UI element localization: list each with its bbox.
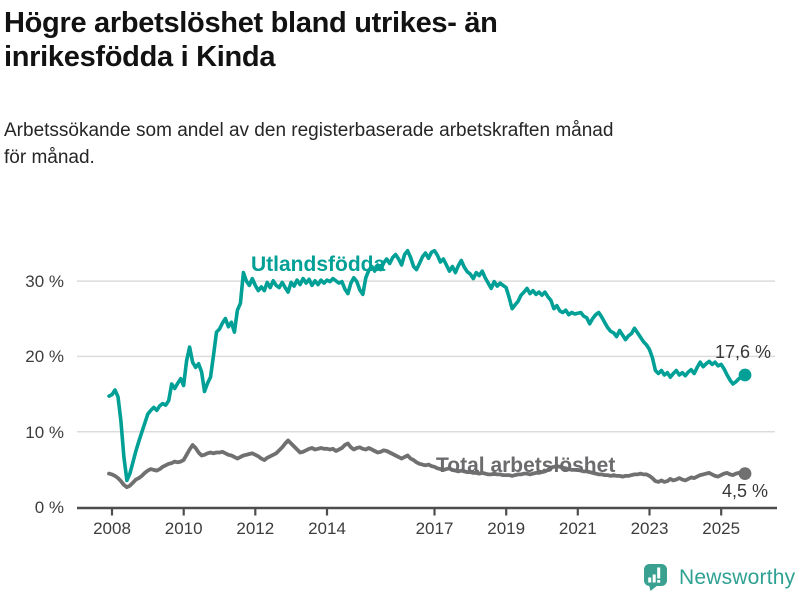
x-tick-label-2025: 2025 — [702, 519, 741, 538]
series-end-dot-total-arbetsloshet — [738, 467, 752, 480]
chart-subtitle: Arbetssökande som andel av den registerb… — [4, 117, 724, 171]
y-tick-label-10: 10 % — [25, 422, 64, 442]
x-axis — [77, 506, 777, 516]
series-lines — [107, 248, 752, 490]
x-tick-label-2017: 2017 — [415, 519, 454, 538]
y-tick-label-30: 30 % — [25, 271, 64, 291]
x-tick-label-2019: 2019 — [487, 519, 526, 538]
end-value-label-total-arbetsloshet: 4,5 % — [721, 481, 768, 501]
series-label-total-arbetsloshet: Total arbetslöshet — [436, 454, 616, 477]
x-tick-label-2008: 2008 — [93, 519, 131, 538]
series-label-utlandsfodda: Utlandsfödda — [251, 253, 386, 276]
y-tick-label-0: 0 % — [34, 498, 64, 517]
gridlines — [77, 280, 775, 433]
series-line-total-arbetsloshet — [107, 438, 747, 490]
x-tick-label-2010: 2010 — [164, 519, 203, 538]
x-tick-label-2023: 2023 — [630, 519, 669, 538]
x-tick-label-2014: 2014 — [308, 519, 346, 538]
title-line-1: Högre arbetslöshet bland utrikes- än — [4, 7, 498, 39]
y-tick-label-20: 20 % — [25, 347, 64, 366]
title-line-2: inrikesfödda i Kinda — [4, 41, 276, 73]
newsworthy-logo-text: Newsworthy — [679, 565, 796, 589]
series-end-dot-utlandsfodda — [738, 368, 752, 382]
series-line-utlandsfodda — [107, 248, 747, 483]
subtitle-line-1: Arbetssökande som andel av den registerb… — [4, 120, 614, 141]
newsworthy-logo: Newsworthy — [643, 563, 795, 592]
end-value-label-utlandsfodda: 17,6 % — [714, 342, 771, 362]
x-tick-label-2012: 2012 — [236, 519, 275, 538]
subtitle-line-2: för månad. — [4, 147, 95, 168]
bar-chart-speech-bubble-icon — [644, 564, 667, 591]
x-tick-label-2021: 2021 — [558, 519, 597, 538]
page-title: Högre arbetslöshet bland utrikes- än inr… — [4, 6, 704, 74]
